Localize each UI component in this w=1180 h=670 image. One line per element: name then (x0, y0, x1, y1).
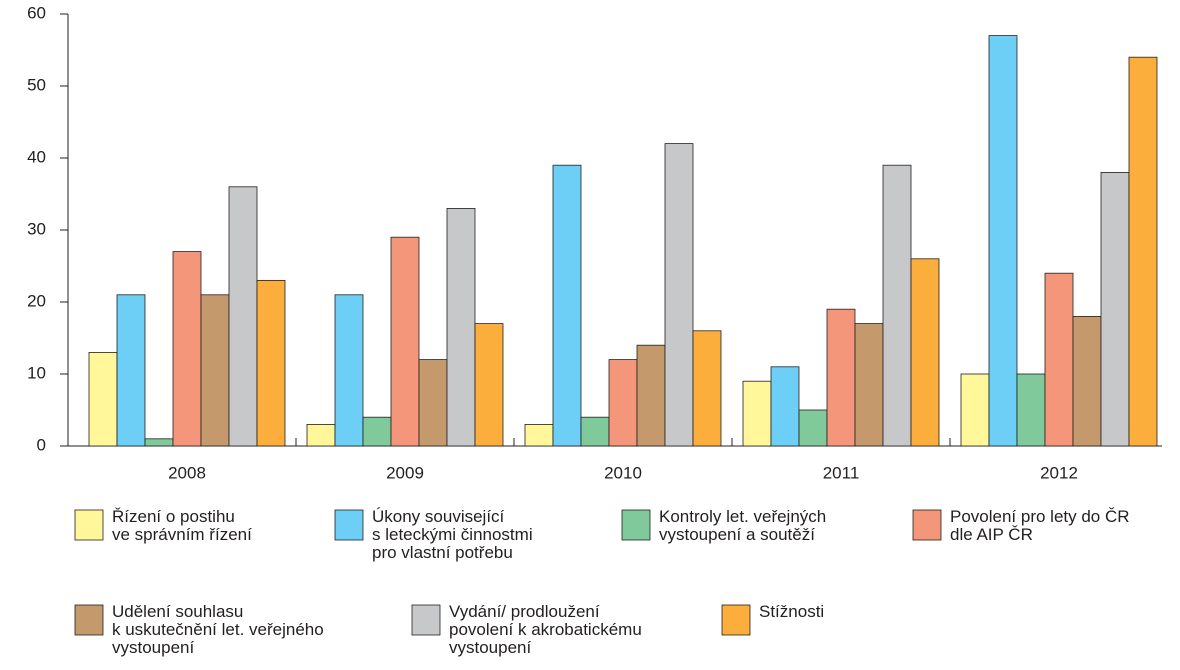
legend-label: Řízení o postihu ve správním řízení (112, 507, 252, 544)
bar (524, 423, 554, 447)
bar (960, 373, 990, 447)
legend-label: Vydání/ prodloužení povolení k akrobatick… (449, 602, 642, 657)
bar (742, 380, 772, 447)
y-tick-label: 30 (27, 219, 46, 238)
bar (418, 359, 448, 447)
bar (1044, 272, 1074, 447)
bar (910, 258, 940, 447)
bar (1100, 171, 1130, 447)
bar (608, 359, 638, 447)
bar (826, 308, 856, 447)
bar (474, 323, 504, 447)
x-tick-label: 2008 (168, 463, 206, 482)
y-tick-label: 10 (27, 363, 46, 382)
legend-swatch (721, 604, 751, 636)
legend-swatch (74, 604, 104, 636)
bar (798, 409, 828, 447)
bar (334, 294, 364, 447)
bar (988, 35, 1018, 447)
legend-swatch (912, 509, 942, 541)
legend-swatch (621, 509, 651, 541)
bar (770, 366, 800, 447)
bar (228, 186, 258, 447)
bar (1016, 373, 1046, 447)
legend-label: Kontroly let. veřejných vystoupení a sout… (659, 507, 826, 544)
legend-swatch (74, 509, 104, 541)
bar (664, 143, 694, 447)
bar (1128, 56, 1158, 447)
bar (116, 294, 146, 447)
y-tick-label: 60 (27, 3, 46, 22)
y-tick-label: 50 (27, 75, 46, 94)
legend-label: Úkony související s leteckými činnostmi pr… (372, 507, 533, 562)
bar (580, 416, 610, 447)
x-tick-label: 2012 (1040, 463, 1078, 482)
bar (200, 294, 230, 447)
bar (446, 207, 476, 447)
bar (552, 164, 582, 447)
legend-swatch (411, 604, 441, 636)
bar (306, 423, 336, 447)
y-tick-label: 20 (27, 291, 46, 310)
bar (390, 236, 420, 447)
legend-swatch (334, 509, 364, 541)
legend-label: Stížnosti (759, 602, 824, 621)
bar (1072, 315, 1102, 447)
legend-label: Udělení souhlasu k uskutečnění let. veřej… (112, 602, 324, 657)
legend-label: Povolení pro lety do ČR dle AIP ČR (950, 507, 1130, 544)
bar (256, 279, 286, 447)
bar (172, 251, 202, 447)
x-tick-label: 2011 (823, 463, 860, 482)
y-tick-label: 40 (27, 147, 46, 166)
bar (882, 164, 912, 447)
bar (636, 344, 666, 447)
bar (692, 330, 722, 447)
x-tick-label: 2009 (386, 463, 424, 482)
bar (88, 351, 118, 447)
bar (144, 438, 174, 447)
x-tick-label: 2010 (604, 463, 642, 482)
y-tick-label: 0 (37, 435, 46, 454)
bar (362, 416, 392, 447)
bar (854, 323, 884, 447)
